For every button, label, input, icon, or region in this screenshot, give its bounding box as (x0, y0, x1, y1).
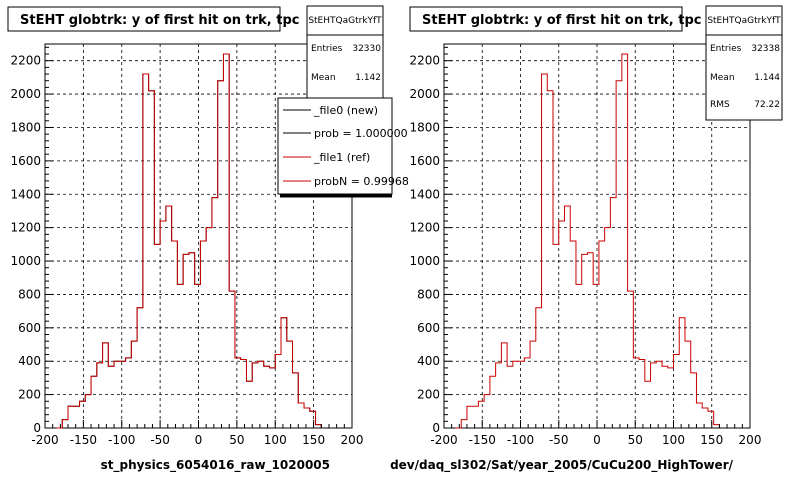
left-series-1-line (56, 53, 322, 429)
left-stats-title: StEHTQaGtrkYfT (308, 16, 382, 26)
right-y-tick-label: 0 (432, 421, 440, 435)
left-axes: -200 -150 -100 -50 0 50 100 150 2000200400600800… (10, 46, 364, 447)
left-title-box (7, 6, 281, 32)
left-y-tick-label: 1800 (10, 120, 41, 134)
right-x-tick-label: -50 (549, 433, 569, 447)
right-bars (455, 53, 720, 429)
left-x-axis-label: st_physics_6054016_raw_1020005 (101, 458, 330, 473)
left-y-tick-label: 2200 (10, 54, 41, 68)
left-entries-label: Entries (311, 44, 343, 54)
legend-entry-prob: prob = 1.000000 (314, 127, 408, 140)
right-x-tick-label: 150 (700, 433, 723, 447)
right-stats-box: StEHTQaGtrkYfT Entries 32338 Mean 1.144 … (705, 5, 783, 121)
left-x-tick-label: 200 (341, 433, 364, 447)
left-x-tick-label: 100 (264, 433, 287, 447)
left-stats-box: StEHTQaGtrkYfT Entries 32330 Mean 1.142 (306, 5, 384, 101)
left-y-tick-label: 1200 (10, 221, 41, 235)
left-entries-value: 32330 (352, 44, 381, 54)
right-x-axis-label: dev/daq_sl302/Sat/year_2005/CuCu200_High… (390, 458, 734, 473)
right-stats-title: StEHTQaGtrkYfT (707, 16, 781, 26)
left-x-tick-label: -200 (31, 433, 58, 447)
left-histogram-panel: -200 -150 -100 -50 0 50 100 150 2000200400600800… (7, 5, 409, 473)
left-y-tick-label: 200 (18, 388, 41, 402)
left-y-tick-label: 1400 (10, 187, 41, 201)
right-x-tick-label: -100 (507, 433, 534, 447)
legend-entry-file1: _file1 (ref) (313, 151, 370, 164)
left-y-tick-label: 1600 (10, 154, 41, 168)
right-y-tick-label: 2200 (409, 54, 440, 68)
left-y-tick-label: 800 (18, 287, 41, 301)
right-y-tick-label: 400 (417, 354, 440, 368)
left-x-tick-label: 150 (302, 433, 325, 447)
right-rms-label: RMS (710, 100, 730, 110)
right-entries-label: Entries (710, 44, 742, 54)
right-entries-value: 32338 (751, 44, 780, 54)
left-y-tick-label: 600 (18, 321, 41, 335)
left-mean-value: 1.142 (355, 73, 381, 83)
left-legend: _file0 (new) prob = 1.000000 _file1 (ref… (277, 97, 409, 198)
right-y-tick-label: 2000 (409, 87, 440, 101)
left-x-tick-label: -100 (108, 433, 135, 447)
right-chart-title: StEHT globtrk: y of first hit on trk, tp… (422, 13, 702, 28)
right-grid (444, 44, 750, 428)
left-mean-label: Mean (311, 73, 336, 83)
left-bars (56, 53, 322, 429)
left-y-tick-label: 400 (18, 354, 41, 368)
left-y-tick-label: 0 (33, 421, 41, 435)
right-series-0-line (455, 53, 720, 429)
right-x-tick-label: 0 (593, 433, 601, 447)
left-x-tick-label: 50 (229, 433, 244, 447)
right-y-tick-label: 200 (417, 388, 440, 402)
right-mean-value: 1.144 (754, 73, 780, 83)
right-axes: -200 -150 -100 -50 0 50 100 150 2000200400600800… (409, 46, 762, 447)
left-x-tick-label: 0 (195, 433, 203, 447)
right-y-tick-label: 800 (417, 287, 440, 301)
right-x-tick-label: 200 (739, 433, 762, 447)
left-chart-title: StEHT globtrk: y of first hit on trk, tp… (20, 13, 300, 28)
left-y-tick-label: 1000 (10, 254, 41, 268)
right-y-tick-label: 1800 (409, 120, 440, 134)
left-y-tick-label: 2000 (10, 87, 41, 101)
right-y-tick-label: 1600 (409, 154, 440, 168)
right-mean-label: Mean (710, 73, 735, 83)
left-x-tick-label: -50 (150, 433, 170, 447)
right-x-tick-label: -200 (430, 433, 457, 447)
right-x-tick-label: 50 (628, 433, 643, 447)
right-x-tick-label: 100 (662, 433, 685, 447)
right-title-box (409, 6, 683, 32)
right-y-tick-label: 1400 (409, 187, 440, 201)
right-y-tick-label: 1000 (409, 254, 440, 268)
legend-entry-probn: probN = 0.99968 (314, 175, 409, 188)
right-y-tick-label: 600 (417, 321, 440, 335)
left-x-tick-label: -150 (70, 433, 97, 447)
right-rms-value: 72.22 (754, 100, 780, 110)
legend-entry-file0: _file0 (new) (313, 104, 378, 117)
right-histogram-panel: -200 -150 -100 -50 0 50 100 150 2000200400600800… (390, 5, 783, 473)
right-x-tick-label: -150 (469, 433, 496, 447)
right-y-tick-label: 1200 (409, 221, 440, 235)
